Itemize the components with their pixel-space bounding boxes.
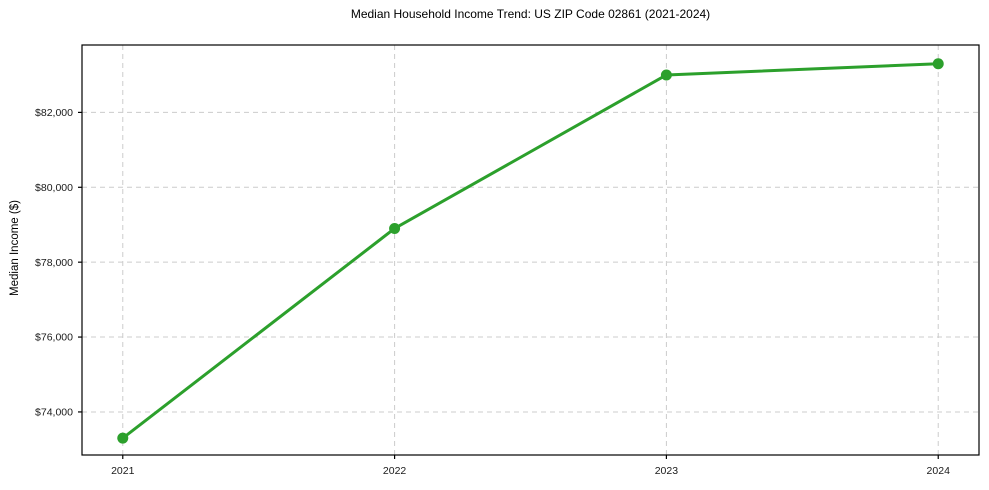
chart-title: Median Household Income Trend: US ZIP Co… [350,7,711,21]
x-tick-label: 2024 [927,465,951,477]
x-tick-label: 2021 [111,465,135,477]
y-tick-label: $82,000 [35,107,73,119]
x-tick-label: 2023 [655,465,679,477]
plot-border [81,44,980,456]
y-tick-label: $74,000 [35,407,73,419]
y-tick-label: $78,000 [35,257,73,269]
trend-line [121,62,940,440]
data-point [660,69,672,81]
data-point [932,58,944,70]
y-tick-label: $76,000 [35,332,73,344]
y-tick-label: $80,000 [35,182,73,194]
x-tick-label: 2022 [383,465,407,477]
y-axis-label: Median Income ($) [9,200,21,296]
data-point [117,432,129,444]
data-point [389,222,401,234]
